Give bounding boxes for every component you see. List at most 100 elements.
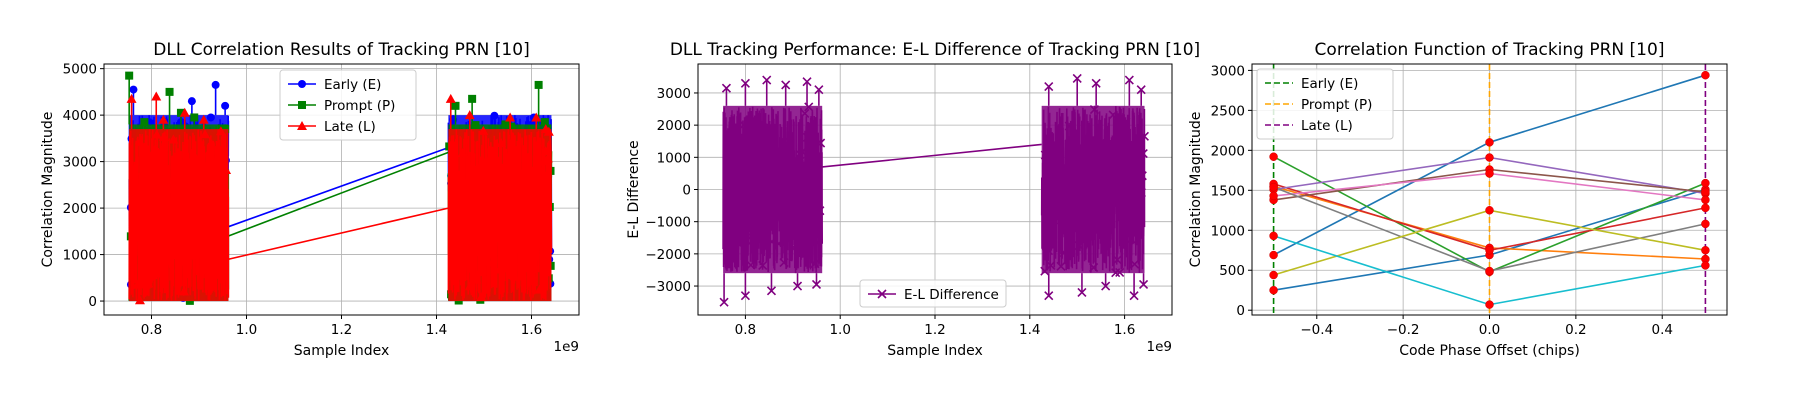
series-bridge: [228, 146, 449, 228]
data-point: [221, 125, 230, 134]
x-tick-label: 1.6: [1114, 322, 1135, 338]
data-point: [505, 112, 516, 122]
data-point: [1089, 104, 1099, 115]
data-point: [476, 215, 487, 225]
correlation-point: [1269, 250, 1278, 260]
data-point: [1040, 150, 1050, 160]
data-point: [457, 148, 468, 158]
data-point: [1074, 240, 1084, 251]
data-point: [806, 126, 816, 136]
data-point: [492, 168, 503, 178]
data-point: [1089, 262, 1099, 273]
data-point: [516, 256, 527, 266]
legend-label: E-L Difference: [904, 287, 999, 303]
data-point: [478, 125, 489, 135]
y-tick-label: 2500: [1211, 103, 1245, 119]
data-point: [804, 102, 814, 112]
data-point: [773, 203, 783, 213]
y-axis-label: Correlation Magnitude: [1188, 112, 1204, 268]
data-point: [811, 279, 822, 289]
data-point: [464, 281, 475, 291]
data-point: [532, 232, 543, 242]
data-point: [809, 154, 819, 164]
data-point: [145, 201, 156, 211]
y-tick-label: 3000: [1211, 63, 1245, 79]
x-tick-label: 1.6: [521, 322, 542, 338]
correlation-point: [1485, 153, 1494, 162]
data-point: [739, 120, 749, 130]
x-axis-label: Code Phase Offset (chips): [1399, 343, 1580, 359]
data-point: [793, 160, 803, 170]
legend-marker: [297, 121, 307, 130]
data-point: [1098, 198, 1108, 208]
data-point: [748, 191, 759, 201]
correlation-point: [1701, 219, 1710, 229]
data-point: [498, 238, 509, 248]
data-point: [758, 260, 768, 270]
data-point: [158, 114, 169, 124]
y-tick-label: 2000: [63, 201, 97, 217]
data-point: [188, 227, 199, 237]
chart-title: Correlation Function of Tracking PRN [10…: [1315, 40, 1665, 60]
data-point: [193, 154, 204, 164]
y-tick-label: 0: [682, 183, 691, 199]
x-tick-label: 0.4: [1651, 322, 1672, 338]
data-point: [809, 235, 819, 245]
data-point: [543, 126, 554, 136]
data-point: [1044, 81, 1054, 92]
data-point: [1072, 73, 1082, 84]
data-point: [534, 80, 543, 89]
data-point: [764, 145, 774, 155]
data-point: [1056, 215, 1066, 225]
data-point: [1129, 291, 1139, 301]
correlation-point: [1701, 203, 1710, 213]
data-point: [1064, 121, 1074, 131]
data-point: [221, 101, 230, 110]
y-tick-label: 1000: [63, 248, 97, 264]
data-point: [719, 297, 729, 307]
data-point: [779, 257, 789, 268]
data-point: [807, 213, 817, 223]
data-point: [766, 286, 777, 296]
y-tick-label: 2000: [1211, 143, 1245, 159]
series-bridge: [822, 143, 1042, 168]
legend: Early (E) Prompt (P) Late (L): [279, 69, 417, 141]
y-tick-label: 3000: [63, 155, 97, 171]
legend-marker: [298, 101, 306, 109]
data-point: [198, 114, 209, 124]
data-point: [518, 246, 529, 256]
data-point: [490, 111, 499, 120]
data-point: [158, 132, 169, 142]
data-point: [471, 121, 480, 130]
data-point: [451, 101, 460, 110]
data-point: [507, 122, 516, 131]
x-tick-label: −0.4: [1300, 322, 1333, 338]
y-tick-label: 2000: [657, 118, 691, 134]
data-point: [792, 281, 803, 291]
chart-el-difference: 0.8 1.0 1.2 1.4 1.6 −3000 −2000 −1000 0 1000 2000 3…: [626, 40, 1200, 359]
data-point: [506, 202, 517, 212]
data-point: [1108, 110, 1118, 120]
x-tick-label: 1.2: [924, 322, 945, 338]
y-axis-label: Correlation Magnitude: [40, 112, 56, 268]
data-point: [167, 175, 178, 185]
data-point: [810, 259, 820, 269]
data-point: [795, 149, 805, 160]
correlation-point: [1269, 182, 1278, 192]
data-point: [206, 113, 215, 122]
data-point: [814, 85, 824, 95]
legend-box: [279, 69, 417, 141]
data-point: [151, 91, 162, 101]
data-point: [1138, 279, 1149, 289]
y-tick-label: 0: [1236, 303, 1245, 319]
x-tick-label: 1.4: [426, 322, 447, 338]
data-point: [193, 188, 204, 198]
data-point: [180, 256, 191, 266]
x-tick-label: 0.8: [735, 322, 756, 338]
y-tick-label: −3000: [645, 279, 691, 295]
data-point: [1044, 141, 1054, 151]
data-point: [521, 216, 532, 226]
y-tick-label: 0: [88, 294, 97, 310]
data-point: [176, 108, 185, 117]
data-point: [178, 286, 189, 296]
